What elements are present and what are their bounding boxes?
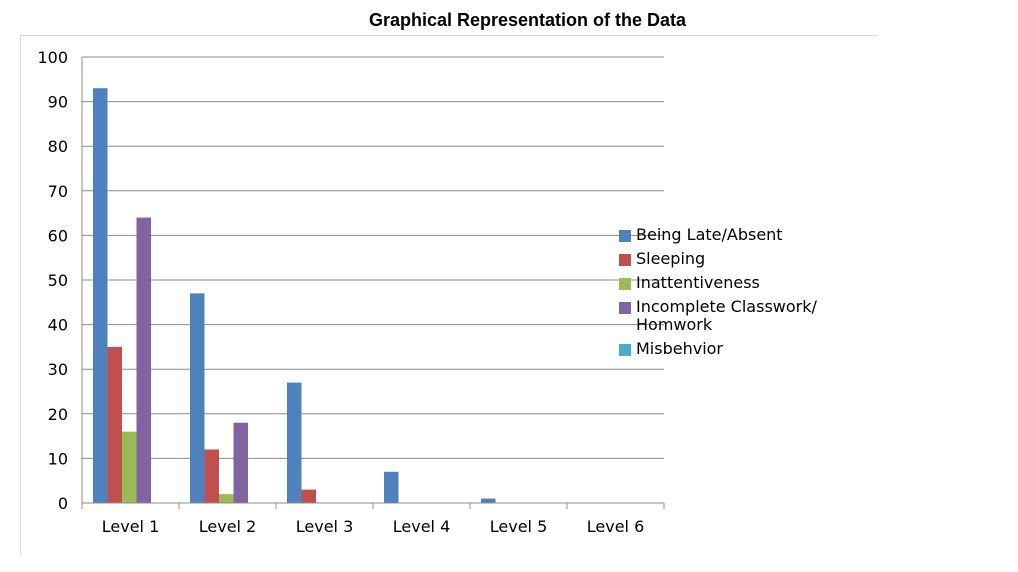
x-tick-label: Level 3 <box>296 517 354 536</box>
legend-item: Being Late/Absent <box>619 226 846 244</box>
y-tick-label: 60 <box>48 226 68 245</box>
x-tick-label: Level 4 <box>393 517 451 536</box>
legend-item: Sleeping <box>619 250 846 268</box>
bar <box>204 449 219 503</box>
x-tick-label: Level 6 <box>587 517 645 536</box>
bar <box>190 293 205 503</box>
y-tick-label: 0 <box>58 494 68 513</box>
legend-swatch <box>619 302 631 314</box>
y-tick-label: 30 <box>48 360 68 379</box>
chart-legend: Being Late/Absent Sleeping Inattentiveness… <box>619 226 846 364</box>
y-tick-label: 20 <box>48 405 68 424</box>
bar <box>93 88 108 503</box>
bar <box>122 431 137 503</box>
chart-title: Graphical Representation of the Data <box>368 10 687 30</box>
chart-frame-left <box>20 35 21 555</box>
legend-label: Sleeping <box>636 249 706 268</box>
bar <box>233 422 248 503</box>
bar <box>107 346 122 503</box>
legend-swatch <box>619 254 631 266</box>
x-tick-label: Level 2 <box>199 517 257 536</box>
legend-label: Being Late/Absent <box>636 225 783 244</box>
legend-swatch <box>619 344 631 356</box>
bar <box>301 489 316 503</box>
bar <box>136 217 151 503</box>
x-tick-label: Level 1 <box>102 517 160 536</box>
legend-label: Inattentiveness <box>636 273 760 292</box>
legend-item: Incomplete Classwork/ Homwork <box>619 298 846 334</box>
legend-label: Misbehvior <box>636 339 724 358</box>
legend-item: Inattentiveness <box>619 274 846 292</box>
legend-item: Misbehvior <box>619 340 846 358</box>
bar <box>219 494 234 503</box>
legend-swatch <box>619 278 631 290</box>
chart-frame-top <box>20 35 878 36</box>
legend-label: Incomplete Classwork/ Homwork <box>636 297 817 334</box>
legend-swatch <box>619 230 631 242</box>
x-tick-label: Level 5 <box>490 517 548 536</box>
y-tick-label: 50 <box>48 271 68 290</box>
y-tick-label: 70 <box>48 182 68 201</box>
bar <box>481 498 496 503</box>
y-tick-label: 40 <box>48 316 68 335</box>
bar <box>287 382 302 503</box>
y-tick-label: 100 <box>37 48 68 67</box>
y-tick-label: 10 <box>48 449 68 468</box>
y-tick-label: 80 <box>48 137 68 156</box>
bar <box>384 471 399 503</box>
y-tick-label: 90 <box>48 93 68 112</box>
